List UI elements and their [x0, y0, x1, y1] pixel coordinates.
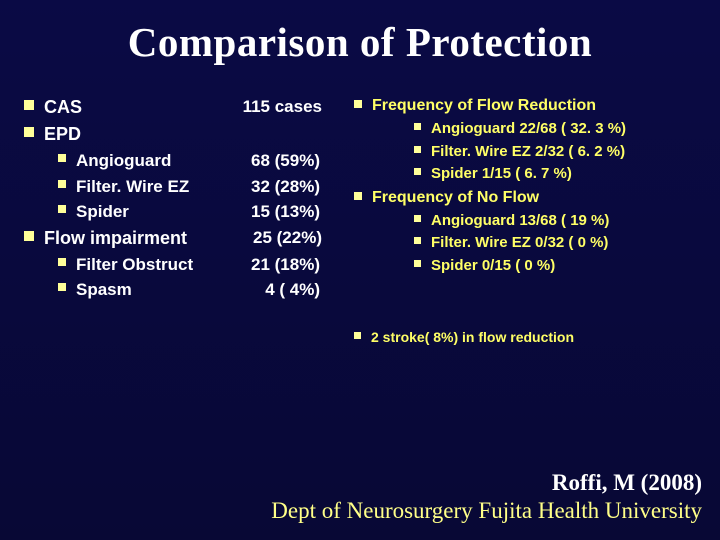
item-label: Spider 1/15 ( 6. 7 %): [431, 163, 572, 186]
square-bullet-icon: [414, 215, 421, 222]
slide: Comparison of Protection CAS 115 cases E…: [0, 0, 720, 540]
list-item: Angioguard 13/68 ( 19 %): [354, 210, 700, 233]
square-bullet-icon: [58, 180, 66, 188]
square-bullet-icon: [414, 237, 421, 244]
list-item: CAS 115 cases: [24, 94, 344, 121]
footer: Roffi, M (2008) Dept of Neurosurgery Fuj…: [18, 470, 702, 524]
square-bullet-icon: [58, 283, 66, 291]
item-label: Spasm: [76, 277, 132, 303]
item-label: Spider 0/15 ( 0 %): [431, 255, 555, 278]
list-item: Flow impairment 25 (22%): [24, 225, 344, 252]
item-label: Filter. Wire EZ 0/32 ( 0 %): [431, 232, 608, 255]
item-value: 25 (22%): [253, 225, 322, 252]
item-label: Filter. Wire EZ 2/32 ( 6. 2 %): [431, 141, 625, 164]
square-bullet-icon: [414, 168, 421, 175]
list-item: Frequency of Flow Reduction: [354, 94, 700, 118]
left-column: CAS 115 cases EPD Angioguard 68 (59%): [24, 94, 344, 348]
item-label: EPD: [44, 121, 81, 148]
square-bullet-icon: [24, 127, 34, 137]
list-item: Spider 1/15 ( 6. 7 %): [354, 163, 700, 186]
list-item: Filter. Wire EZ 2/32 ( 6. 2 %): [354, 141, 700, 164]
item-value: 115 cases: [243, 94, 322, 121]
list-item: Frequency of No Flow: [354, 186, 700, 210]
item-label: Angioguard: [76, 148, 171, 174]
item-label: Spider: [76, 199, 129, 225]
square-bullet-icon: [414, 260, 421, 267]
department: Dept of Neurosurgery Fujita Health Unive…: [18, 498, 702, 524]
item-label: Filter Obstruct: [76, 252, 193, 278]
square-bullet-icon: [58, 205, 66, 213]
page-title: Comparison of Protection: [0, 0, 720, 66]
list-item: EPD: [24, 121, 344, 148]
list-item: Spasm 4 ( 4%): [24, 277, 344, 303]
item-label: Filter. Wire EZ: [76, 174, 189, 200]
item-label: Angioguard 13/68 ( 19 %): [431, 210, 609, 233]
right-column: Frequency of Flow Reduction Angioguard 2…: [354, 94, 700, 348]
item-value: 32 (28%): [251, 174, 320, 200]
citation: Roffi, M (2008): [18, 470, 702, 496]
square-bullet-icon: [354, 192, 362, 200]
item-label: Flow impairment: [44, 225, 187, 252]
square-bullet-icon: [414, 146, 421, 153]
content-columns: CAS 115 cases EPD Angioguard 68 (59%): [0, 66, 720, 348]
square-bullet-icon: [24, 100, 34, 110]
square-bullet-icon: [58, 154, 66, 162]
item-label: Angioguard 22/68 ( 32. 3 %): [431, 118, 626, 141]
list-item: Spider 15 (13%): [24, 199, 344, 225]
item-value: 15 (13%): [251, 199, 320, 225]
square-bullet-icon: [24, 231, 34, 241]
list-item: Filter. Wire EZ 32 (28%): [24, 174, 344, 200]
list-item: Angioguard 22/68 ( 32. 3 %): [354, 118, 700, 141]
item-value: 21 (18%): [251, 252, 320, 278]
item-value: 4 ( 4%): [265, 277, 320, 303]
item-label: CAS: [44, 94, 82, 121]
list-item: 2 stroke( 8%) in flow reduction: [354, 327, 700, 348]
square-bullet-icon: [58, 258, 66, 266]
list-item: Filter. Wire EZ 0/32 ( 0 %): [354, 232, 700, 255]
stroke-note: 2 stroke( 8%) in flow reduction: [371, 327, 574, 348]
list-item: Filter Obstruct 21 (18%): [24, 252, 344, 278]
square-bullet-icon: [414, 123, 421, 130]
item-label: Frequency of Flow Reduction: [372, 94, 596, 118]
square-bullet-icon: [354, 332, 361, 339]
item-value: 68 (59%): [251, 148, 320, 174]
list-item: Angioguard 68 (59%): [24, 148, 344, 174]
square-bullet-icon: [354, 100, 362, 108]
list-item: Spider 0/15 ( 0 %): [354, 255, 700, 278]
item-label: Frequency of No Flow: [372, 186, 539, 210]
